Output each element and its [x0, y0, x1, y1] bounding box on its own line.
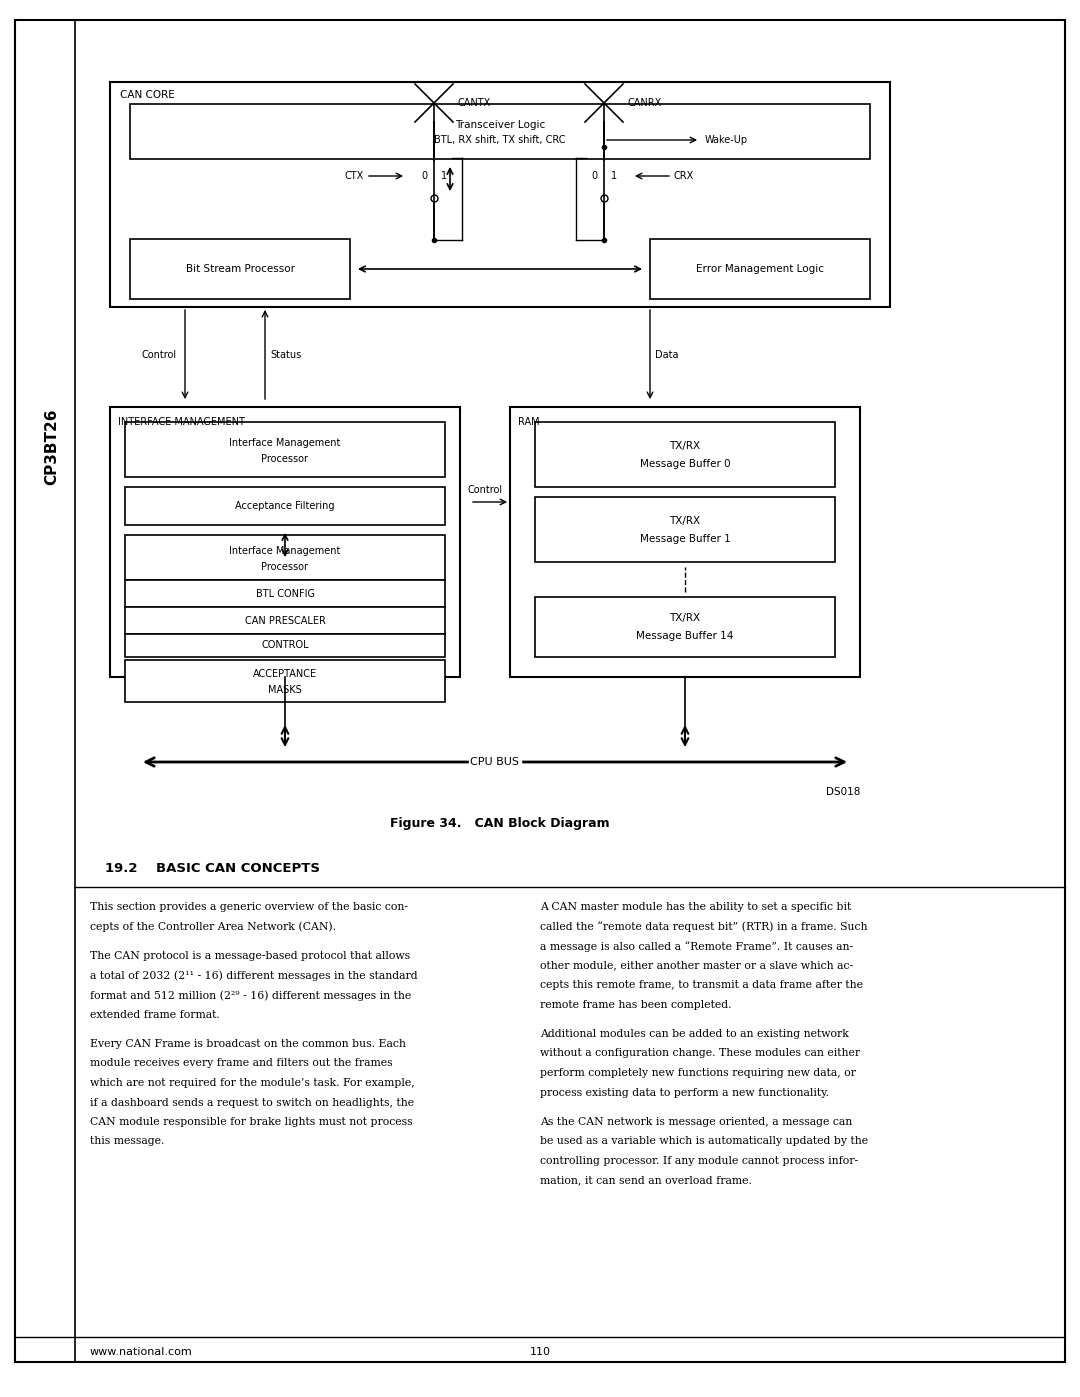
- Text: 0: 0: [591, 170, 597, 182]
- Bar: [650, 239, 870, 299]
- Text: be used as a variable which is automatically updated by the: be used as a variable which is automatic…: [540, 1137, 868, 1147]
- Text: Control: Control: [141, 351, 177, 360]
- Text: The CAN protocol is a message-based protocol that allows: The CAN protocol is a message-based prot…: [90, 951, 410, 961]
- Bar: [110, 407, 460, 678]
- Text: mation, it can send an overload frame.: mation, it can send an overload frame.: [540, 1175, 752, 1186]
- Text: Acceptance Filtering: Acceptance Filtering: [235, 502, 335, 511]
- Text: Data: Data: [654, 351, 678, 360]
- Bar: [130, 239, 350, 299]
- Text: module receives every frame and filters out the frames: module receives every frame and filters …: [90, 1059, 393, 1069]
- Text: BTL CONFIG: BTL CONFIG: [256, 588, 314, 598]
- Text: 1: 1: [441, 170, 447, 182]
- Text: TX/RX: TX/RX: [670, 613, 701, 623]
- Text: CANRX: CANRX: [627, 98, 662, 108]
- Text: www.national.com: www.national.com: [90, 1347, 192, 1356]
- Text: RAM: RAM: [518, 416, 540, 427]
- Text: TX/RX: TX/RX: [670, 515, 701, 525]
- Text: CAN PRESCALER: CAN PRESCALER: [244, 616, 325, 626]
- Bar: [535, 422, 835, 488]
- Text: Figure 34.   CAN Block Diagram: Figure 34. CAN Block Diagram: [390, 817, 610, 830]
- Text: A CAN master module has the ability to set a specific bit: A CAN master module has the ability to s…: [540, 902, 851, 912]
- Text: CONTROL: CONTROL: [261, 640, 309, 651]
- Text: extended frame format.: extended frame format.: [90, 1010, 219, 1020]
- Text: this message.: this message.: [90, 1137, 164, 1147]
- Text: CAN CORE: CAN CORE: [120, 89, 175, 101]
- Text: called the “remote data request bit” (RTR) in a frame. Such: called the “remote data request bit” (RT…: [540, 922, 867, 932]
- Text: a message is also called a “Remote Frame”. It causes an-: a message is also called a “Remote Frame…: [540, 942, 853, 951]
- Text: Status: Status: [270, 351, 301, 360]
- Text: a total of 2032 (2¹¹ - 16) different messages in the standard: a total of 2032 (2¹¹ - 16) different mes…: [90, 971, 418, 981]
- Text: cepts of the Controller Area Network (CAN).: cepts of the Controller Area Network (CA…: [90, 922, 336, 932]
- Text: CTX: CTX: [345, 170, 364, 182]
- Bar: [125, 488, 445, 525]
- Text: which are not required for the module’s task. For example,: which are not required for the module’s …: [90, 1078, 415, 1088]
- Text: TX/RX: TX/RX: [670, 440, 701, 450]
- Polygon shape: [576, 161, 632, 191]
- Bar: [415, 84, 453, 122]
- Bar: [110, 82, 890, 307]
- Bar: [125, 422, 445, 476]
- Text: controlling processor. If any module cannot process infor-: controlling processor. If any module can…: [540, 1155, 859, 1166]
- Text: process existing data to perform a new functionality.: process existing data to perform a new f…: [540, 1087, 829, 1098]
- Text: remote frame has been completed.: remote frame has been completed.: [540, 999, 731, 1010]
- Bar: [130, 103, 870, 159]
- Text: Additional modules can be added to an existing network: Additional modules can be added to an ex…: [540, 1030, 849, 1039]
- Text: Interface Management: Interface Management: [229, 545, 340, 556]
- Text: CAN module responsible for brake lights must not process: CAN module responsible for brake lights …: [90, 1118, 413, 1127]
- Text: Interface Management: Interface Management: [229, 437, 340, 447]
- Text: 1: 1: [611, 170, 617, 182]
- Text: Error Management Logic: Error Management Logic: [696, 264, 824, 274]
- Text: CP3BT26: CP3BT26: [44, 409, 59, 485]
- Text: Transceiver Logic: Transceiver Logic: [455, 120, 545, 130]
- Polygon shape: [406, 161, 462, 191]
- Text: Processor: Processor: [261, 562, 309, 571]
- Text: 0: 0: [421, 170, 427, 182]
- Bar: [125, 580, 445, 608]
- Text: Message Buffer 0: Message Buffer 0: [639, 458, 730, 468]
- Text: ACCEPTANCE: ACCEPTANCE: [253, 669, 318, 679]
- Bar: [510, 407, 860, 678]
- Bar: [535, 597, 835, 657]
- Bar: [125, 608, 445, 634]
- Text: Control: Control: [468, 485, 502, 495]
- Bar: [535, 497, 835, 562]
- Text: INTERFACE MANAGEMENT: INTERFACE MANAGEMENT: [118, 416, 245, 427]
- Text: CPU BUS: CPU BUS: [471, 757, 519, 767]
- Text: 19.2    BASIC CAN CONCEPTS: 19.2 BASIC CAN CONCEPTS: [105, 862, 320, 875]
- Text: Message Buffer 1: Message Buffer 1: [639, 534, 730, 543]
- Text: perform completely new functions requiring new data, or: perform completely new functions requiri…: [540, 1067, 856, 1078]
- Text: if a dashboard sends a request to switch on headlights, the: if a dashboard sends a request to switch…: [90, 1098, 414, 1108]
- Text: Bit Stream Processor: Bit Stream Processor: [186, 264, 295, 274]
- Bar: [125, 535, 445, 580]
- Bar: [125, 659, 445, 703]
- Text: 110: 110: [529, 1347, 551, 1356]
- Text: DS018: DS018: [825, 787, 860, 798]
- Text: As the CAN network is message oriented, a message can: As the CAN network is message oriented, …: [540, 1118, 852, 1127]
- Bar: [125, 634, 445, 657]
- Text: cepts this remote frame, to transmit a data frame after the: cepts this remote frame, to transmit a d…: [540, 981, 863, 990]
- Text: other module, either another master or a slave which ac-: other module, either another master or a…: [540, 961, 853, 971]
- Text: without a configuration change. These modules can either: without a configuration change. These mo…: [540, 1049, 860, 1059]
- Text: Processor: Processor: [261, 454, 309, 464]
- Bar: [585, 84, 623, 122]
- Text: This section provides a generic overview of the basic con-: This section provides a generic overview…: [90, 902, 408, 912]
- Text: CRX: CRX: [674, 170, 694, 182]
- Text: Wake-Up: Wake-Up: [705, 136, 748, 145]
- Text: CANTX: CANTX: [458, 98, 491, 108]
- Text: MASKS: MASKS: [268, 685, 302, 694]
- Text: Every CAN Frame is broadcast on the common bus. Each: Every CAN Frame is broadcast on the comm…: [90, 1039, 406, 1049]
- Text: BTL, RX shift, TX shift, CRC: BTL, RX shift, TX shift, CRC: [434, 136, 566, 145]
- Text: format and 512 million (2²⁹ - 16) different messages in the: format and 512 million (2²⁹ - 16) differ…: [90, 990, 411, 1000]
- Text: Message Buffer 14: Message Buffer 14: [636, 631, 733, 641]
